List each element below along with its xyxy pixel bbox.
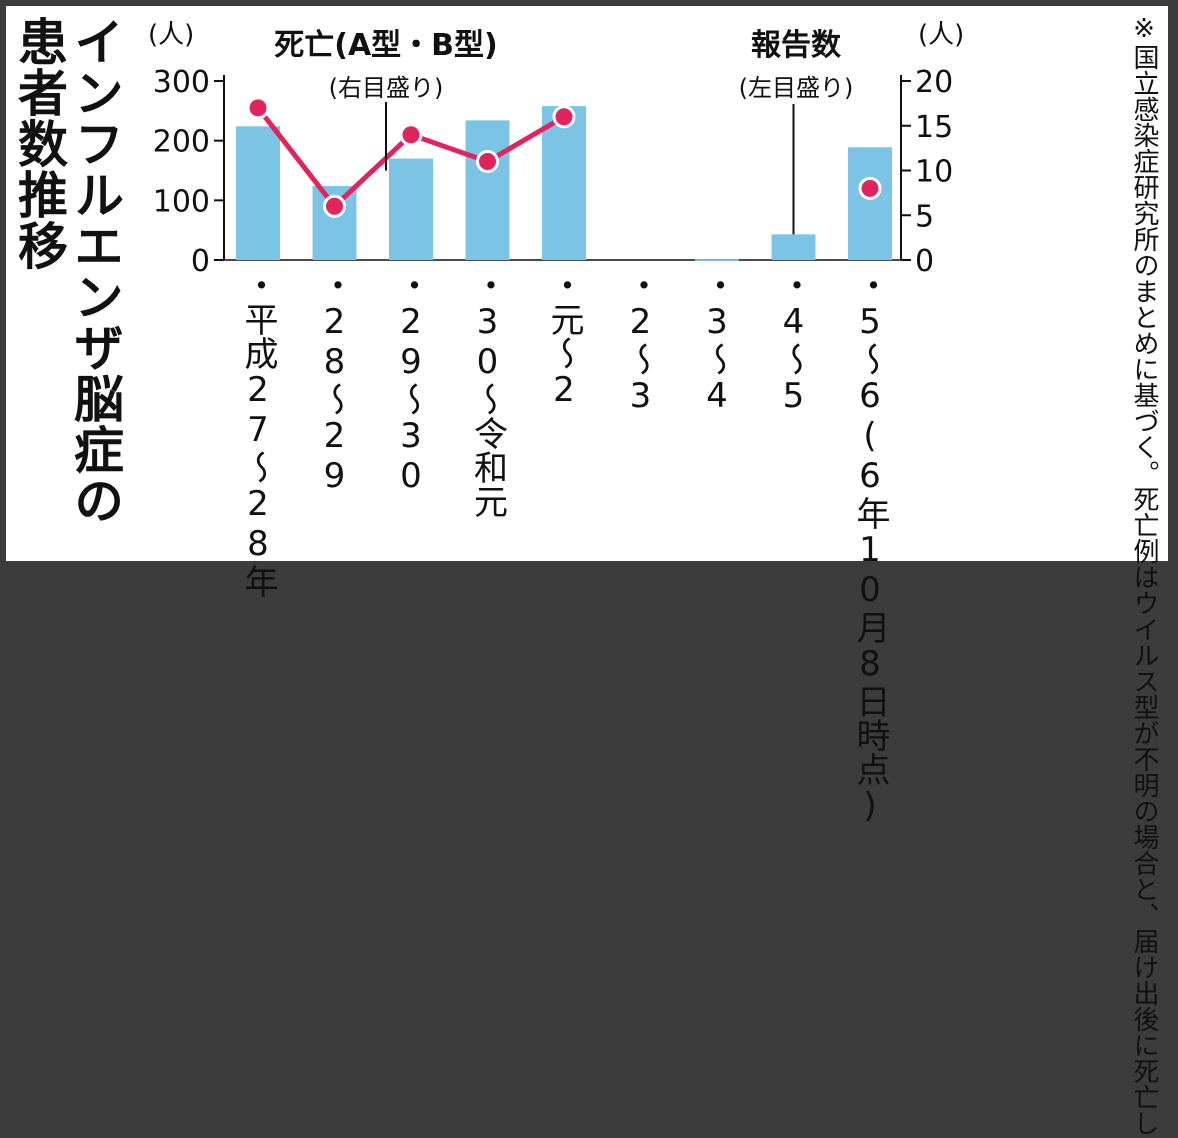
bar-7 — [771, 234, 816, 260]
bar-4 — [542, 106, 586, 260]
x-tick-label-5: ・2〜3 — [620, 268, 661, 416]
left-axis-unit: (人) — [148, 20, 195, 50]
x-tick-label-7: ・4〜5 — [773, 268, 814, 416]
right-axis-unit: (人) — [918, 20, 965, 50]
legend-reports-name: 報告数 — [751, 28, 841, 63]
line-series — [246, 96, 882, 218]
left-tick-label: 0 — [191, 244, 210, 279]
right-tick-label: 5 — [915, 199, 934, 234]
legend-reports: 報告数 (左目盛り) — [706, 20, 886, 103]
right-tick-label: 15 — [915, 110, 953, 145]
legend-leaders — [385, 102, 795, 235]
figure-panel: インフルエンザ脳症の 患者数推移 (人) (人) 死亡(A型・B型) (右目盛り… — [6, 6, 1168, 1138]
death-point-2 — [399, 123, 423, 147]
death-point-8 — [858, 176, 882, 200]
death-point-4 — [552, 105, 576, 129]
bar-2 — [389, 158, 433, 260]
bar-series — [236, 106, 892, 261]
bar-6 — [695, 259, 739, 261]
left-tick-label: 200 — [153, 125, 210, 160]
legend-deaths-name: 死亡(A型・B型) — [274, 28, 498, 63]
death-point-0 — [246, 96, 270, 120]
legend-reports-axis: (左目盛り) — [738, 74, 854, 102]
legend-deaths: 死亡(A型・B型) (右目盛り) — [241, 20, 531, 103]
right-tick-label: 0 — [915, 244, 934, 279]
bar-0 — [236, 126, 280, 260]
x-tick-label-4: ・元〜2 — [544, 268, 584, 410]
figure-title-line1: インフルエンザ脳症の — [66, 16, 124, 526]
legend-deaths-axis: (右目盛り) — [328, 74, 444, 102]
left-tick-label: 100 — [153, 184, 210, 219]
right-tick-label: 20 — [915, 65, 953, 100]
x-tick-label-8: ・5〜6(6年10月8日時点) — [850, 268, 890, 826]
x-tick-label-0: ・平成27〜28年 — [238, 268, 278, 598]
x-tick-label-2: ・29〜30 — [391, 268, 431, 496]
x-tick-label-3: ・30〜令和元 — [467, 268, 508, 518]
death-point-3 — [476, 150, 499, 174]
x-tick-label-1: ・28〜29 — [314, 268, 355, 496]
left-axis: 0 100 200 300 — [153, 65, 225, 279]
death-point-1 — [323, 194, 346, 218]
right-tick-label: 10 — [915, 155, 953, 190]
x-tick-label-6: ・3〜4 — [697, 268, 737, 416]
bar-8 — [848, 147, 892, 260]
figure-title-line2: 患者数推移 — [10, 16, 68, 271]
left-tick-label: 300 — [153, 65, 210, 100]
bar-3 — [465, 120, 510, 260]
chart-plot: 0 100 200 300 0 5 10 15 20 — [153, 65, 953, 279]
